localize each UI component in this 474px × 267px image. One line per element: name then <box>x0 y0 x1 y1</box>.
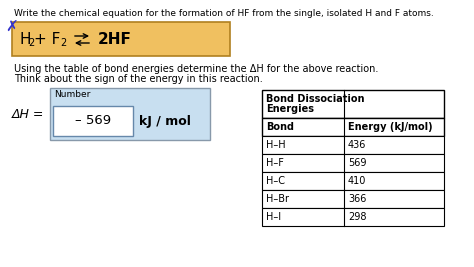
Bar <box>262 90 444 118</box>
Text: H–Br: H–Br <box>266 194 289 204</box>
Text: 366: 366 <box>348 194 366 204</box>
Text: 2: 2 <box>28 38 34 48</box>
Text: H–I: H–I <box>266 212 281 222</box>
Bar <box>262 154 444 172</box>
Bar <box>262 118 444 136</box>
Text: Write the chemical equation for the formation of HF from the single, isolated H : Write the chemical equation for the form… <box>14 9 434 18</box>
Text: 2HF: 2HF <box>98 32 132 46</box>
Text: H: H <box>20 32 31 46</box>
Text: Number: Number <box>54 90 91 99</box>
Text: ✗: ✗ <box>5 20 18 35</box>
Bar <box>262 208 444 226</box>
Text: 298: 298 <box>348 212 366 222</box>
Text: 410: 410 <box>348 176 366 186</box>
Text: 436: 436 <box>348 140 366 150</box>
Text: Using the table of bond energies determine the ΔH for the above reaction.: Using the table of bond energies determi… <box>14 64 378 74</box>
Text: Bond: Bond <box>266 122 294 132</box>
Text: 569: 569 <box>348 158 366 168</box>
Bar <box>262 136 444 154</box>
Text: Energy (kJ/mol): Energy (kJ/mol) <box>348 122 433 132</box>
Text: H–F: H–F <box>266 158 284 168</box>
Text: – 569: – 569 <box>75 115 111 128</box>
Text: + F: + F <box>34 32 60 46</box>
Bar <box>50 88 210 140</box>
Bar <box>262 190 444 208</box>
Text: H–C: H–C <box>266 176 285 186</box>
Text: kJ / mol: kJ / mol <box>139 115 191 128</box>
Text: Bond Dissociation: Bond Dissociation <box>266 94 365 104</box>
Text: ΔH =: ΔH = <box>12 108 45 120</box>
Text: H–H: H–H <box>266 140 286 150</box>
Text: Think about the sign of the energy in this reaction.: Think about the sign of the energy in th… <box>14 74 263 84</box>
Bar <box>53 106 133 136</box>
Text: Energies: Energies <box>266 104 314 114</box>
Bar <box>262 172 444 190</box>
Bar <box>12 22 230 56</box>
Text: 2: 2 <box>60 38 66 48</box>
